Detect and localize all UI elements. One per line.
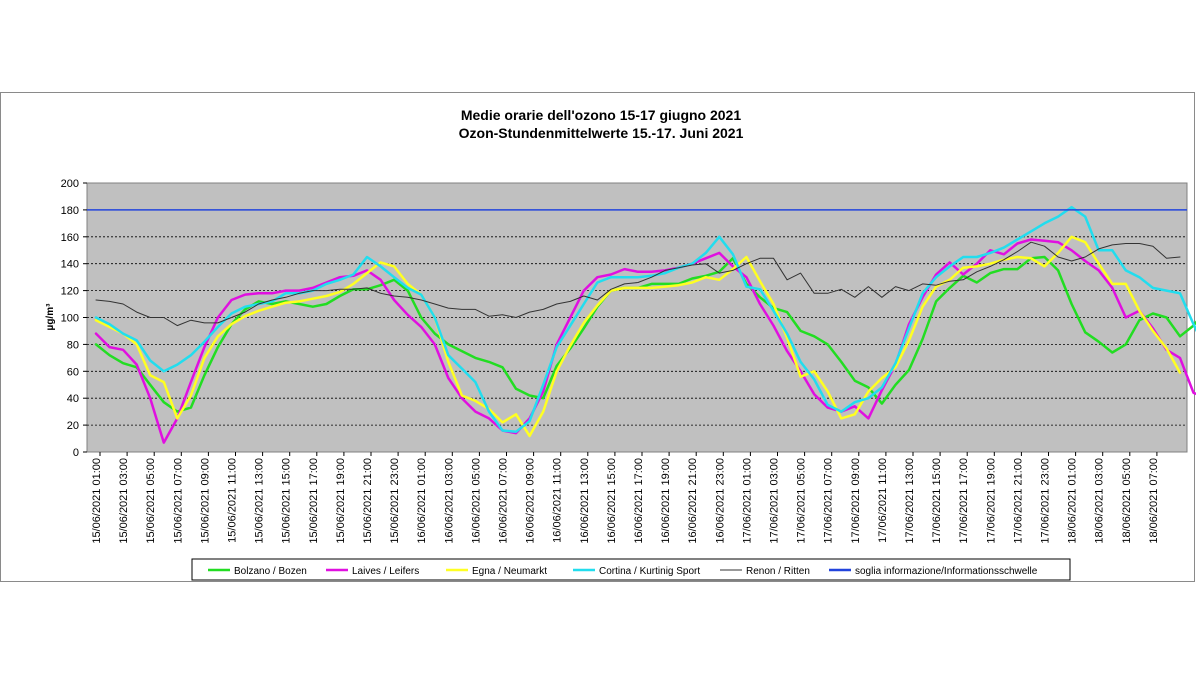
x-tick-label: 15/06/2021 09:00: [199, 458, 211, 544]
chart-frame: Medie orarie dell'ozono 15-17 giugno 202…: [0, 92, 1196, 582]
y-tick-label: 20: [67, 420, 79, 432]
y-tick-label: 140: [61, 259, 79, 271]
x-tick-label: 16/06/2021 11:00: [552, 458, 564, 543]
y-tick-label: 120: [61, 286, 79, 298]
chart-title-line1: Medie orarie dell'ozono 15-17 giugno 202…: [461, 107, 742, 123]
series-line-4: [94, 205, 1196, 434]
x-tick-label: 15/06/2021 21:00: [362, 458, 374, 544]
y-tick-label: 200: [61, 178, 79, 190]
x-tick-label: 17/06/2021 21:00: [1012, 458, 1024, 544]
x-tick-label: 17/06/2021 07:00: [823, 458, 835, 544]
x-tick-label: 15/06/2021 01:00: [91, 458, 103, 544]
series-line-3: [94, 235, 1182, 438]
x-tick-label: 16/06/2021 15:00: [606, 458, 618, 544]
y-tick-label: 40: [67, 393, 79, 405]
x-tick-label: 15/06/2021 05:00: [145, 458, 157, 544]
x-tick-label: 16/06/2021 23:00: [714, 458, 726, 544]
x-tick-label: 17/06/2021 19:00: [985, 458, 997, 544]
y-tick-label: 80: [67, 339, 79, 351]
legend-items: Bolzano / Bozen Laives / Leifers Egna / Ne…: [208, 566, 1038, 577]
x-tick-label: 17/06/2021 05:00: [796, 458, 808, 544]
legend-label: Egna / Neumarkt: [472, 566, 547, 577]
x-tick-label: 15/06/2021 07:00: [172, 458, 184, 544]
y-tick-label: 100: [61, 313, 79, 325]
series-lines: [87, 205, 1196, 444]
x-tick-label: 15/06/2021 23:00: [389, 458, 401, 544]
ozone-chart: Medie orarie dell'ozono 15-17 giugno 202…: [45, 107, 1196, 581]
y-tick-label: 180: [61, 205, 79, 217]
x-tick-label: 17/06/2021 15:00: [931, 458, 943, 544]
x-tick-label: 16/06/2021 09:00: [525, 458, 537, 544]
legend-label: Renon / Ritten: [746, 566, 810, 577]
x-tick-label: 18/06/2021 01:00: [1067, 458, 1079, 544]
x-tick-label: 15/06/2021 15:00: [281, 458, 293, 544]
x-tick-label: 17/06/2021 23:00: [1040, 458, 1052, 544]
x-tick-label: 17/06/2021 09:00: [850, 458, 862, 544]
x-tick-label: 16/06/2021 03:00: [443, 458, 455, 544]
y-tick-label: 0: [73, 447, 79, 459]
y-tick-label: 60: [67, 366, 79, 378]
y-axis-ticks: 0 20 40 60 80 100 120 140 160 180 200: [61, 178, 87, 459]
x-tick-label: 18/06/2021 07:00: [1148, 458, 1160, 544]
x-tick-label: 16/06/2021 05:00: [470, 458, 482, 544]
x-tick-label: 17/06/2021 03:00: [769, 458, 781, 544]
x-tick-label: 16/06/2021 21:00: [687, 458, 699, 544]
series-line-1: [94, 255, 1196, 413]
x-tick-label: 15/06/2021 13:00: [254, 458, 266, 544]
x-tick-label: 16/06/2021 17:00: [633, 458, 645, 544]
x-tick-label: 16/06/2021 07:00: [498, 458, 510, 544]
y-axis-label: µg/m³: [45, 303, 56, 331]
x-tick-label: 15/06/2021 11:00: [227, 458, 239, 543]
legend-label: soglia informazione/Informationsschwelle: [855, 566, 1038, 577]
legend-label: Bolzano / Bozen: [234, 566, 307, 577]
x-tick-label: 15/06/2021 03:00: [118, 458, 130, 544]
x-tick-label: 17/06/2021 01:00: [741, 458, 753, 544]
legend: Bolzano / Bozen Laives / Leifers Egna / Ne…: [191, 558, 1071, 581]
x-tick-label: 18/06/2021 03:00: [1094, 458, 1106, 544]
chart-title-line2: Ozon-Stundenmittelwerte 15.-17. Juni 202…: [459, 125, 744, 141]
x-tick-label: 17/06/2021 11:00: [877, 458, 889, 543]
x-tick-label: 17/06/2021 17:00: [958, 458, 970, 544]
legend-label: Laives / Leifers: [352, 566, 419, 577]
legend-label: Cortina / Kurtinig Sport: [599, 566, 700, 577]
legend-box: [191, 558, 1071, 581]
x-tick-label: 17/06/2021 13:00: [904, 458, 916, 544]
x-tick-label: 15/06/2021 19:00: [335, 458, 347, 544]
x-tick-label: 16/06/2021 01:00: [416, 458, 428, 544]
x-tick-label: 15/06/2021 17:00: [308, 458, 320, 544]
y-tick-label: 160: [61, 232, 79, 244]
x-tick-label: 16/06/2021 19:00: [660, 458, 672, 544]
x-axis-ticks: 15/06/2021 01:00 15/06/2021 03:00 15/06/20…: [91, 452, 1160, 544]
x-tick-label: 18/06/2021 05:00: [1121, 458, 1133, 544]
x-tick-label: 16/06/2021 13:00: [579, 458, 591, 544]
series-line-5: [95, 241, 1181, 327]
